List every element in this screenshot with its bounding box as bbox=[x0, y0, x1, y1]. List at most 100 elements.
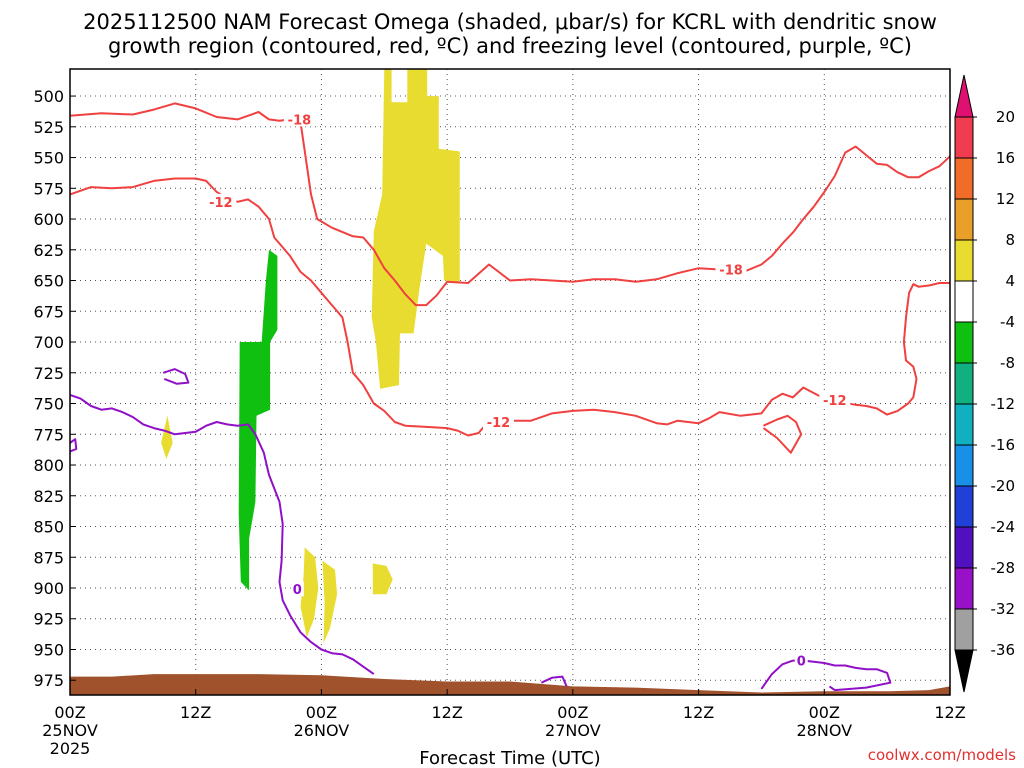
y-tick-label: 925 bbox=[33, 610, 64, 629]
colorbar-label: 20 bbox=[996, 108, 1015, 126]
freezing-level-contour bbox=[70, 393, 375, 675]
colorbar-bottom-arrow bbox=[954, 649, 974, 693]
colorbar-label: -28 bbox=[991, 559, 1016, 577]
x-tick-label: 12Z bbox=[934, 703, 965, 722]
colorbar-label: -20 bbox=[991, 477, 1016, 495]
colorbar-segment bbox=[954, 280, 974, 323]
contour-label: -18 bbox=[288, 113, 312, 128]
chart-title-line2: growth region (contoured, red, ºC) and f… bbox=[108, 34, 912, 58]
freezing-level-contour bbox=[540, 675, 568, 687]
contour-label-bg bbox=[205, 193, 237, 209]
freezing-level-contour bbox=[760, 659, 892, 692]
y-tick-label: 825 bbox=[33, 487, 64, 506]
contour-label-bg bbox=[482, 413, 514, 429]
plot-area: -18 -12 -18 -12 -12 0 0 bbox=[69, 68, 951, 696]
chart-title-line1: 2025112500 NAM Forecast Omega (shaded, μ… bbox=[83, 10, 937, 34]
omega-region bbox=[322, 560, 338, 644]
colorbar-label: -4 bbox=[1000, 313, 1015, 331]
y-tick-label: 550 bbox=[33, 149, 64, 168]
y-tick-label: 875 bbox=[33, 548, 64, 567]
contour-label: 0 bbox=[797, 655, 806, 670]
omega-shading bbox=[161, 69, 460, 644]
x-tick-label: 12Z bbox=[431, 703, 462, 722]
colorbar-label: 16 bbox=[996, 149, 1015, 167]
dendritic-contour bbox=[70, 177, 950, 437]
colorbar-label: 12 bbox=[996, 190, 1015, 208]
colorbar-top-arrow bbox=[954, 74, 974, 118]
colorbar-segment bbox=[954, 116, 974, 159]
x-axis-title: Forecast Time (UTC) bbox=[419, 748, 600, 768]
y-tick-label: 575 bbox=[33, 179, 64, 198]
contour-label: 0 bbox=[293, 583, 302, 598]
contour-label-bg bbox=[290, 581, 304, 597]
x-date-label: 28NOV bbox=[796, 721, 852, 740]
colorbar-segment bbox=[954, 239, 974, 282]
colorbar: 20 16 12 8 4 -4 -8 -12 -16 -20 -24 -28 -32 -36 bbox=[954, 74, 1016, 693]
y-tick-label: 675 bbox=[33, 302, 64, 321]
contour-label-bg bbox=[794, 652, 808, 668]
contour-label-bg bbox=[819, 391, 851, 407]
colorbar-segment bbox=[954, 567, 974, 610]
contour-label-bg bbox=[283, 111, 315, 127]
contour-label: -12 bbox=[823, 394, 847, 409]
y-tick-label: 725 bbox=[33, 364, 64, 383]
x-year-label: 2025 bbox=[50, 739, 91, 758]
omega-region bbox=[372, 563, 393, 595]
colorbar-label: -12 bbox=[991, 395, 1016, 413]
pressure-axis: 500 525 550 575 600 625 650 675 700 725 750 775 800 8… bbox=[33, 87, 76, 690]
contour-label-bg bbox=[715, 261, 747, 277]
y-tick-label: 700 bbox=[33, 333, 64, 352]
y-tick-label: 775 bbox=[33, 425, 64, 444]
colorbar-segment bbox=[954, 444, 974, 487]
y-tick-label: 625 bbox=[33, 241, 64, 260]
colorbar-label: -32 bbox=[991, 600, 1016, 618]
x-tick-label: 00Z bbox=[809, 703, 840, 722]
y-tick-label: 650 bbox=[33, 272, 64, 291]
y-tick-label: 900 bbox=[33, 579, 64, 598]
y-tick-label: 800 bbox=[33, 456, 64, 475]
y-tick-label: 750 bbox=[33, 395, 64, 414]
x-tick-label: 00Z bbox=[557, 703, 588, 722]
colorbar-segment bbox=[954, 157, 974, 200]
freezing-level-contour bbox=[162, 368, 190, 385]
colorbar-label: -8 bbox=[1000, 354, 1015, 372]
colorbar-label: -16 bbox=[991, 436, 1016, 454]
freezing-level-contour bbox=[70, 438, 78, 453]
plot-background bbox=[70, 69, 950, 695]
dendritic-contour bbox=[762, 414, 803, 454]
x-tick-label: 00Z bbox=[306, 703, 337, 722]
colorbar-segment bbox=[954, 403, 974, 446]
colorbar-segment bbox=[954, 321, 974, 364]
colorbar-segment bbox=[954, 485, 974, 528]
plot-frame bbox=[69, 68, 951, 696]
omega-region bbox=[300, 547, 319, 638]
x-date-label: 27NOV bbox=[545, 721, 601, 740]
dendritic-contour bbox=[70, 102, 950, 307]
y-tick-label: 600 bbox=[33, 210, 64, 229]
contour-label: -12 bbox=[209, 196, 233, 211]
x-date-label: 26NOV bbox=[294, 721, 350, 740]
credit-text: coolwx.com/models bbox=[868, 746, 1016, 764]
y-tick-label: 950 bbox=[33, 640, 64, 659]
omega-region bbox=[371, 69, 460, 389]
omega-region bbox=[161, 415, 173, 459]
colorbar-segment bbox=[954, 608, 974, 651]
colorbar-label: -24 bbox=[991, 518, 1016, 536]
x-date-label: 25NOV bbox=[42, 721, 98, 740]
contour-labels: -18 -12 -18 -12 -12 0 0 bbox=[205, 111, 851, 670]
y-tick-label: 525 bbox=[33, 118, 64, 137]
y-tick-label: 500 bbox=[33, 87, 64, 106]
y-tick-label: 850 bbox=[33, 518, 64, 537]
colorbar-label: 4 bbox=[1005, 272, 1015, 290]
colorbar-label: 8 bbox=[1005, 231, 1015, 249]
colorbar-segment bbox=[954, 362, 974, 405]
y-tick-label: 975 bbox=[33, 671, 64, 690]
colorbar-segment bbox=[954, 526, 974, 569]
terrain bbox=[70, 674, 950, 695]
colorbar-segment bbox=[954, 198, 974, 241]
x-tick-label: 12Z bbox=[180, 703, 211, 722]
contour-lines bbox=[70, 102, 950, 692]
contour-label: -12 bbox=[487, 416, 511, 431]
